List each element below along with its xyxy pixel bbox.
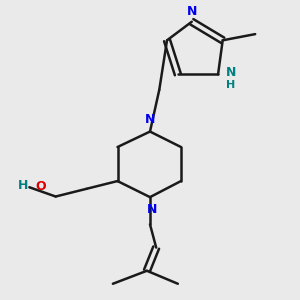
Text: N: N xyxy=(187,5,197,18)
Text: H: H xyxy=(17,179,28,192)
Text: N: N xyxy=(226,66,236,79)
Text: N: N xyxy=(145,113,155,126)
Text: N: N xyxy=(147,203,158,216)
Text: O: O xyxy=(35,180,46,193)
Text: H: H xyxy=(226,80,235,90)
